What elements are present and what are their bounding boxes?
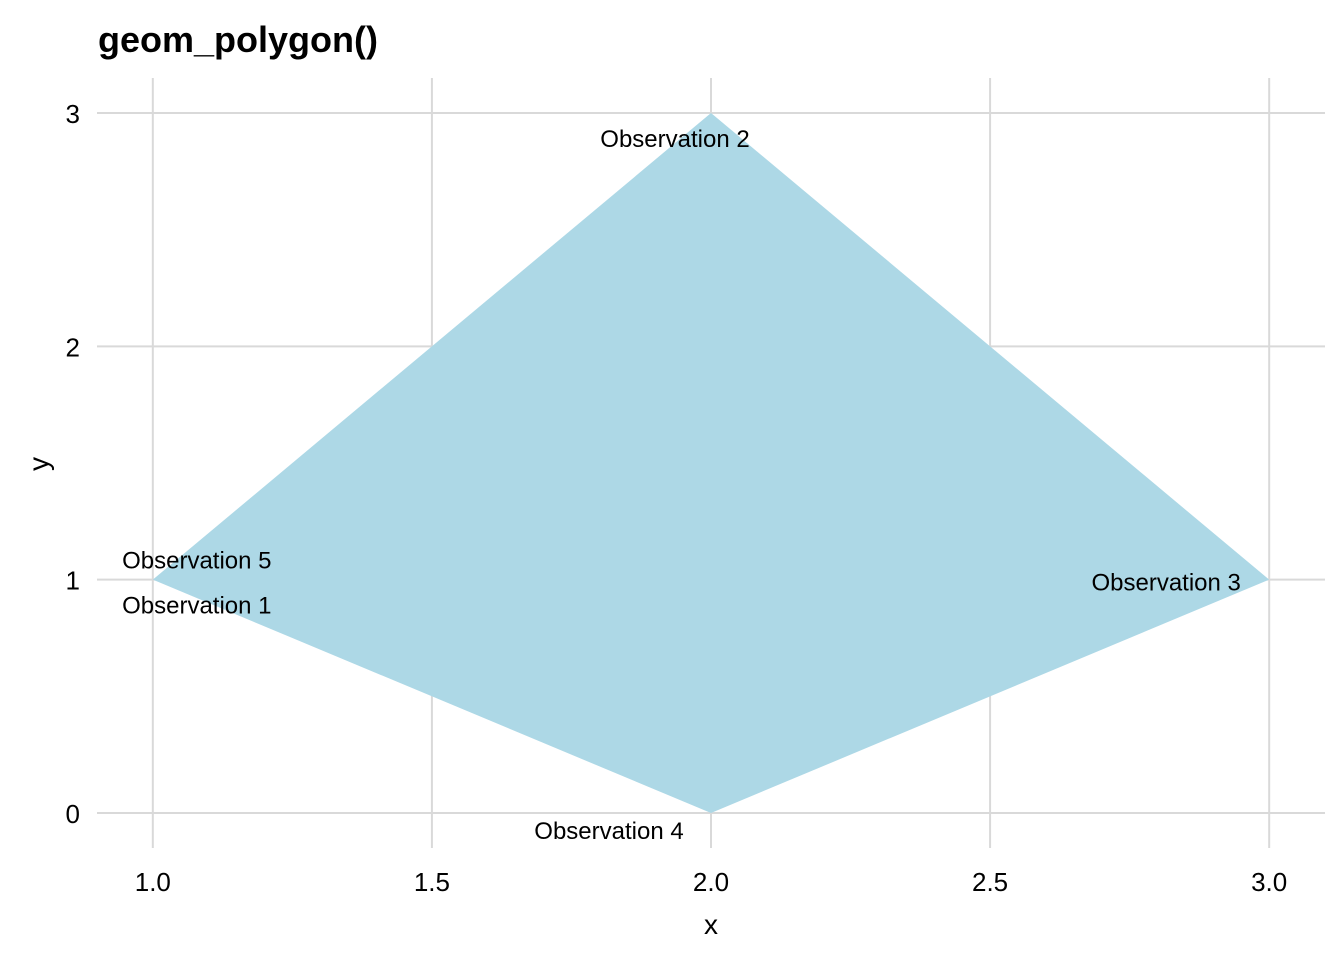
y-tick-label: 1 bbox=[66, 566, 80, 596]
observation-label: Observation 1 bbox=[122, 593, 271, 620]
y-axis-label: y bbox=[23, 457, 54, 471]
observation-label: Observation 3 bbox=[1091, 570, 1240, 597]
y-tick-label: 3 bbox=[66, 99, 80, 129]
observation-label: Observation 5 bbox=[122, 548, 271, 575]
x-tick-label: 1.0 bbox=[135, 867, 171, 897]
data-polygon bbox=[152, 113, 1270, 813]
x-tick-labels: 1.0 1.5 2.0 2.5 3.0 bbox=[135, 867, 1288, 897]
x-tick-label: 3.0 bbox=[1251, 867, 1287, 897]
polygon-layer bbox=[152, 113, 1270, 813]
observation-label: Observation 4 bbox=[534, 818, 683, 845]
y-tick-label: 2 bbox=[66, 332, 80, 362]
observation-labels: Observation 1 Observation 2 Observation 3 O… bbox=[122, 126, 1241, 845]
chart-title: geom_polygon() bbox=[98, 19, 378, 60]
observation-label: Observation 2 bbox=[600, 126, 749, 153]
y-tick-labels: 0 1 2 3 bbox=[66, 99, 80, 829]
x-tick-label: 1.5 bbox=[414, 867, 450, 897]
x-tick-label: 2.5 bbox=[972, 867, 1008, 897]
x-axis-label: x bbox=[704, 909, 718, 940]
x-tick-label: 2.0 bbox=[693, 867, 729, 897]
y-tick-label: 0 bbox=[66, 799, 80, 829]
